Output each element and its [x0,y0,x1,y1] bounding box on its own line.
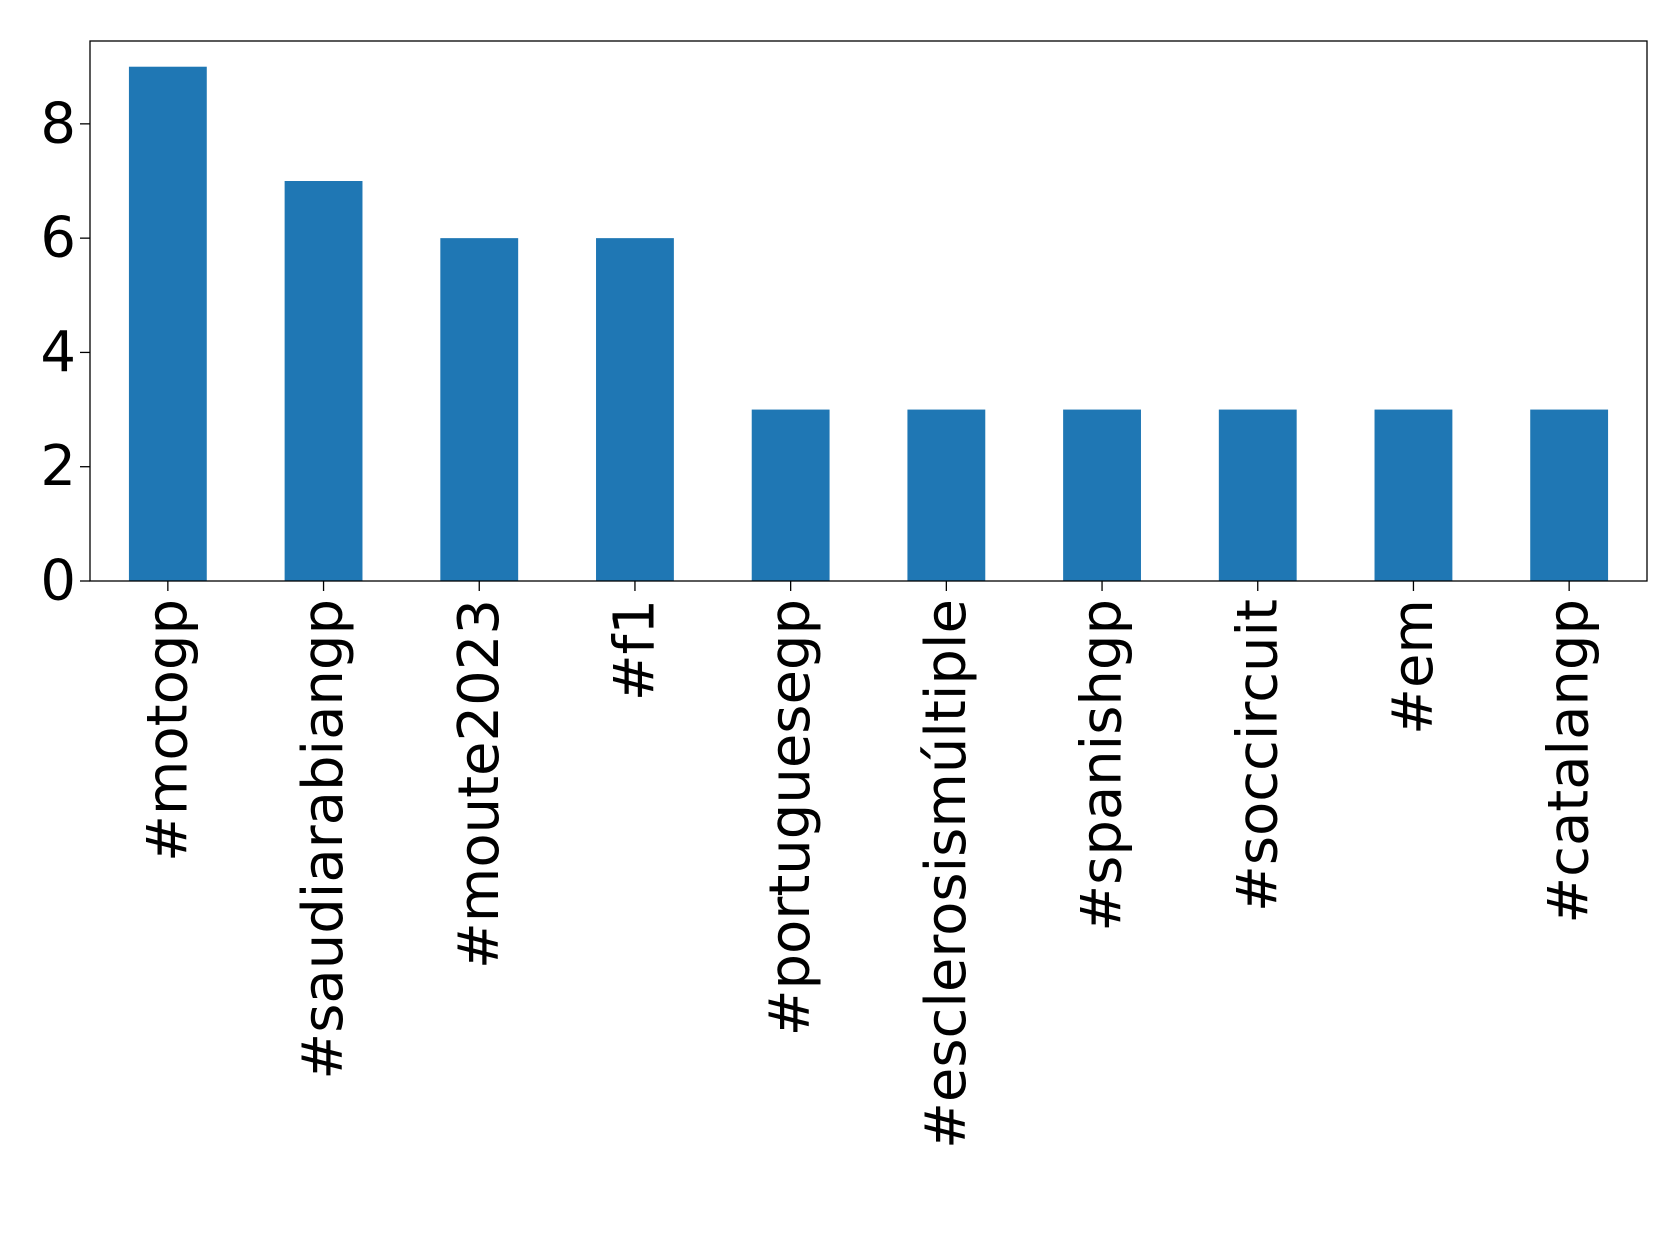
y-tick-label: 4 [40,320,76,385]
bar-9 [1530,409,1609,581]
bar-5 [907,409,986,581]
y-tick-label: 6 [40,206,76,271]
bar-2 [440,238,519,581]
bar-6 [1063,409,1141,581]
bar-4 [751,409,830,581]
x-tick-label: #saudiarabiangp [291,599,356,1080]
bar-3 [596,238,674,581]
y-tick-label: 2 [40,434,76,499]
bars-group [128,66,1609,581]
bar-0 [128,66,207,581]
x-axis: #motogp #saudiarabiangp #moute2023 #f1 #port… [135,581,1602,1149]
x-tick-label: #spanishgp [1070,599,1135,932]
x-tick-label: #catalangp [1537,599,1602,924]
x-tick-label: #portuguesegp [758,599,823,1036]
bar-7 [1218,409,1297,581]
bar-8 [1374,409,1453,581]
x-tick-label: #motogp [135,599,200,862]
x-tick-label: #em [1381,599,1446,735]
x-tick-label: #moute2023 [447,599,512,969]
bar-1 [284,181,363,581]
plot-frame [89,40,1648,582]
x-tick-label: #esclerosismúltiple [914,599,979,1149]
y-tick-label: 0 [40,549,76,614]
y-axis: 0 2 4 6 8 [40,91,90,614]
x-tick-label: #f1 [602,599,667,701]
x-tick-label: #soccircuit [1225,599,1290,912]
y-tick-label: 8 [40,91,76,156]
